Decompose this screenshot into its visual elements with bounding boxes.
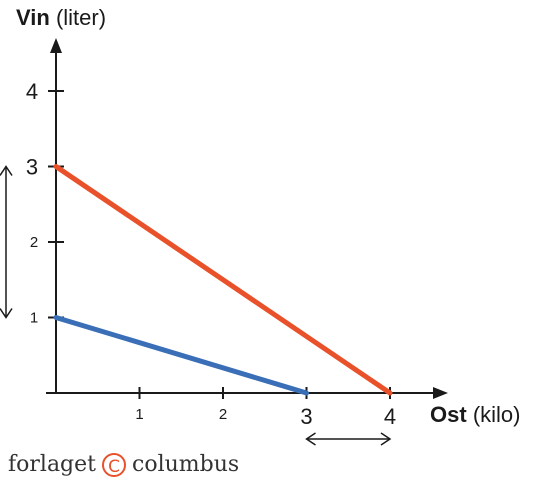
publisher-name-right: columbus <box>132 452 240 477</box>
y-tick-label: 4 <box>26 79 38 104</box>
y-axis-arrowhead <box>50 38 62 53</box>
x-tick-label: 1 <box>135 406 143 423</box>
x-tick-label: 2 <box>219 406 227 423</box>
publisher-logo: forlaget C columbus <box>8 452 239 477</box>
y-tick-label: 3 <box>26 155 38 180</box>
y-tick-label: 2 <box>30 234 38 251</box>
x-tick-label: 3 <box>300 404 312 429</box>
horizontal-arrowhead-right <box>380 432 392 446</box>
x-tick-label: 4 <box>384 404 396 429</box>
x-axis-title-bold: Ost <box>430 402 467 427</box>
x-axis-arrowhead <box>433 387 448 399</box>
y-tick-label: 1 <box>30 310 38 327</box>
copyright-icon: C <box>102 452 126 477</box>
vertical-arrowhead-top <box>0 165 13 176</box>
series-line-1 <box>53 164 393 396</box>
y-axis-title-unit: (liter) <box>55 5 107 30</box>
x-axis-title: Ost (kilo) <box>430 402 520 428</box>
x-axis-title-unit: (kilo) <box>472 402 521 427</box>
series-line-2 <box>53 315 309 396</box>
y-axis-title-bold: Vin <box>16 5 50 30</box>
y-axis-title: Vin (liter) <box>16 5 106 31</box>
horizontal-arrowhead-left <box>305 432 316 446</box>
vertical-arrowhead-bottom <box>0 308 13 319</box>
publisher-name-left: forlaget <box>8 452 96 477</box>
